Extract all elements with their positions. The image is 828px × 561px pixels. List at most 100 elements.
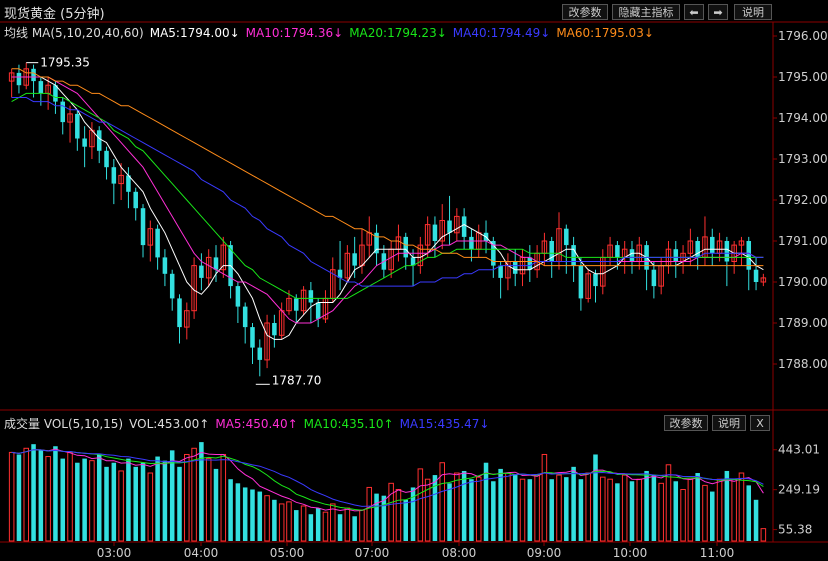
volume-bar (388, 482, 394, 542)
volume-bar (118, 470, 124, 542)
volume-bar (308, 514, 314, 541)
volume-bar (184, 453, 190, 542)
candle-body (126, 175, 131, 192)
arrow-left-icon[interactable]: ⬅ (684, 4, 704, 20)
volume-bar (359, 509, 365, 542)
high-label: 1795.35 (40, 56, 90, 70)
candle-body (133, 191, 138, 209)
volume-bar (519, 478, 526, 542)
time-tick-label: 04:00 (184, 546, 219, 560)
volume-bar (235, 483, 241, 541)
volume-bar (571, 466, 576, 541)
candle-body (75, 113, 80, 139)
volume-tick-label: 249.19 (778, 483, 820, 497)
candle-body (286, 297, 292, 312)
volume-bar (556, 474, 562, 542)
candle-body (593, 273, 598, 287)
hide-main-indicator-button[interactable]: 隐藏主指标 (612, 4, 680, 20)
volume-bar (534, 474, 540, 542)
candle-body (242, 306, 248, 328)
candle-body (155, 228, 160, 258)
volume-bar (169, 450, 175, 541)
volume-bar (67, 451, 73, 542)
arrow-right-icon[interactable]: ➡ (708, 4, 728, 20)
candle-body (491, 241, 496, 266)
candle-body (432, 224, 438, 241)
vol-ma10-value: MA10:435.10↑ (303, 417, 394, 431)
volume-bar (272, 499, 277, 541)
price-tick-label: 1795.00 (778, 70, 828, 84)
candle-body (746, 241, 752, 270)
volume-tick-label: 443.01 (778, 443, 820, 457)
help-button[interactable]: 说明 (734, 4, 772, 20)
ma20-line (11, 92, 764, 299)
volume-bar (607, 478, 613, 542)
volume-bar (300, 505, 307, 542)
volume-bar (250, 489, 255, 541)
vol-ma5-value: MA5:450.40↑ (215, 417, 298, 431)
volume-bar (330, 503, 336, 542)
volume-bar (45, 456, 51, 542)
volume-bar (278, 503, 285, 542)
volume-bar (615, 483, 620, 541)
volume-bar (439, 462, 445, 542)
candle-body (403, 236, 409, 258)
change-params-button[interactable]: 改参数 (562, 4, 608, 20)
candle-body (498, 265, 503, 278)
volume-bar (658, 482, 664, 542)
volume-bar (417, 468, 424, 542)
vol-help-button[interactable]: 说明 (712, 415, 746, 431)
candle-body (220, 244, 227, 271)
volume-bar (541, 453, 548, 542)
candle-body (454, 215, 460, 234)
volume-bar (294, 510, 299, 541)
candle-body (162, 257, 168, 274)
vol-ma15-line (11, 449, 764, 507)
volume-bar (593, 454, 598, 541)
volume-bar (38, 450, 44, 541)
volume-bar (374, 493, 379, 541)
vol-close-button[interactable]: X (750, 415, 770, 431)
candle-body (651, 269, 657, 287)
candle-body (585, 273, 591, 299)
price-tick-label: 1794.00 (778, 111, 828, 125)
candle-body (374, 232, 379, 254)
candle-body (118, 174, 124, 185)
chart-title: 现货黄金 (5分钟) (4, 7, 105, 22)
candle-body (82, 138, 87, 147)
candle-body (257, 347, 263, 360)
ma60-line (11, 68, 764, 267)
volume-bar (585, 472, 591, 542)
candle-body (272, 323, 277, 336)
price-tick-label: 1791.00 (778, 234, 828, 248)
volume-bar (23, 447, 30, 542)
volume-bar (140, 462, 146, 541)
candle-body (308, 290, 314, 303)
candle-body (184, 310, 190, 328)
volume-bar (665, 464, 672, 542)
price-tick-label: 1792.00 (778, 193, 828, 207)
candle-body (571, 245, 576, 266)
volume-bar (432, 475, 438, 541)
volume-bar (469, 479, 474, 541)
candle-body (710, 236, 715, 254)
volume-bar (454, 472, 460, 542)
candle-body (53, 85, 58, 102)
volume-bar (286, 501, 292, 542)
price-tick-label: 1796.00 (778, 29, 828, 43)
volume-bar (600, 476, 606, 542)
candle-body (96, 130, 102, 151)
vol-ma5-line (11, 448, 764, 512)
volume-bar (31, 444, 36, 541)
ma-legend: 均线 MA(5,10,20,40,60) MA5:1794.00↓ MA10:179… (4, 24, 660, 41)
volume-bar (60, 458, 65, 541)
volume-bar (147, 472, 154, 542)
vol-change-params-button[interactable]: 改参数 (664, 415, 708, 431)
candle-body (294, 298, 299, 311)
volume-bar (257, 491, 263, 541)
candle-body (753, 269, 759, 282)
candle-body (205, 256, 212, 279)
candle-body (16, 72, 22, 86)
volume-bar (578, 479, 584, 541)
